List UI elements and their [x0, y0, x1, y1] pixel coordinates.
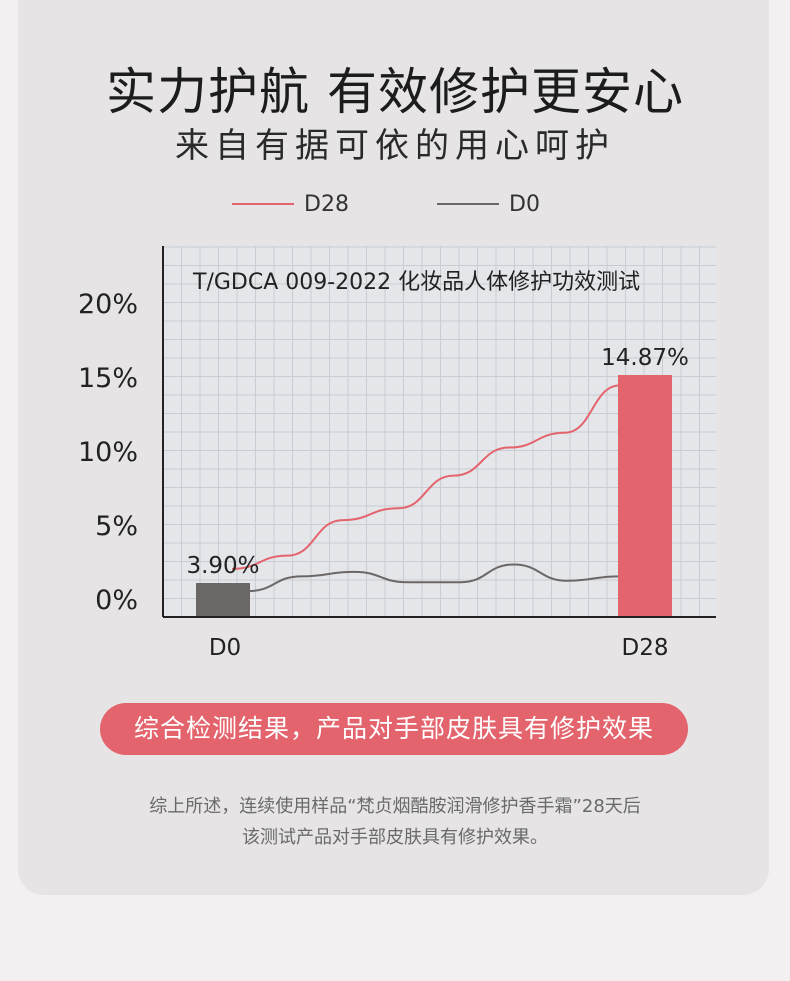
bar-d0-label: 3.90% [186, 553, 259, 579]
bar-d28 [618, 375, 672, 616]
y-tick-label: 20% [78, 289, 138, 320]
legend-item-d28: D28 [232, 188, 349, 220]
legend-item-d0: D0 [437, 188, 540, 220]
trend-line-d28 [231, 384, 621, 570]
trend-line-d0 [247, 563, 621, 593]
bar-d28-label: 14.87% [601, 345, 689, 371]
x-tick-label: D0 [209, 635, 241, 661]
y-tick-label: 5% [95, 511, 138, 542]
y-tick-label: 0% [95, 585, 138, 616]
legend-line-d0 [437, 203, 499, 205]
description-line-1: 综上所述，连续使用样品“梵贞烟酷胺润滑修护香手霜”28天后 [149, 796, 641, 817]
chart-title: T/GDCA 009-2022 化妆品人体修护功效测试 [192, 270, 640, 295]
bar-d0 [196, 583, 250, 616]
y-tick-label: 15% [78, 363, 138, 394]
legend-label-d0: D0 [509, 191, 540, 217]
page-subtitle: 来自有据可依的用心呵护 [175, 126, 615, 166]
legend-line-d28 [232, 203, 294, 205]
bar-chart: T/GDCA 009-2022 化妆品人体修护功效测试 0% 5% 10% 15% 20%… [78, 246, 716, 661]
result-pill: 综合检测结果，产品对手部皮肤具有修护效果 [100, 703, 688, 755]
y-tick-label: 10% [78, 437, 138, 468]
legend-label-d28: D28 [304, 191, 349, 217]
page-title: 实力护航 有效修护更安心 [106, 63, 684, 121]
x-tick-label: D28 [622, 635, 669, 661]
description-line-2: 该测试产品对手部皮肤具有修护效果。 [242, 827, 548, 848]
